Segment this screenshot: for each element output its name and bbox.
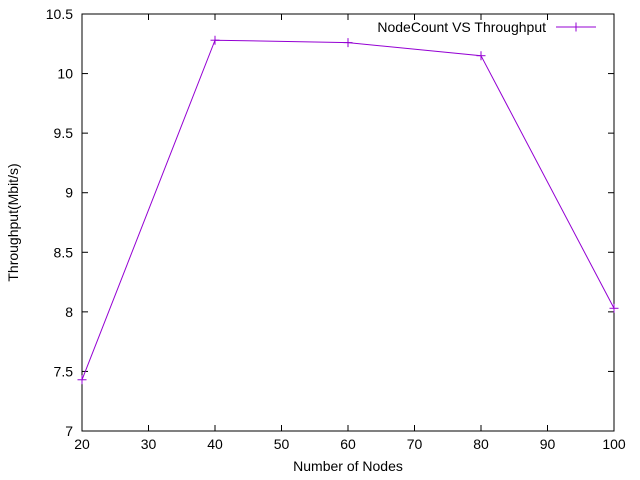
series-line: [81, 39, 615, 380]
x-tick-label: 20: [74, 436, 90, 452]
data-point: [77, 375, 87, 385]
legend-label: NodeCount VS Throughput: [377, 19, 546, 35]
y-tick-label: 9.5: [54, 125, 74, 141]
x-tick-label: 50: [274, 436, 290, 452]
x-axis-title: Number of Nodes: [293, 458, 403, 474]
tick-labels-layer: 20 30 40 50 60 70 80 90 100 7 7.5 8 8.5 9 9.5 10 10.5: [46, 6, 626, 452]
y-tick-label: 8: [65, 304, 73, 320]
x-tick-label: 40: [207, 436, 223, 452]
legend-marker: [571, 22, 581, 32]
x-tick-label: 70: [407, 436, 423, 452]
ticks-layer: [81, 13, 615, 432]
legend: NodeCount VS Throughput: [377, 19, 596, 35]
data-point: [609, 303, 619, 313]
y-tick-label: 9: [65, 185, 73, 201]
y-tick-label: 10.5: [46, 6, 73, 22]
y-tick-label: 8.5: [54, 244, 74, 260]
x-tick-label: 80: [473, 436, 489, 452]
data-point: [210, 35, 220, 45]
x-tick-label: 90: [540, 436, 556, 452]
x-tick-label: 30: [141, 436, 157, 452]
y-tick-label: 10: [57, 66, 73, 82]
data-point: [343, 38, 353, 48]
plot-frame: [81, 13, 615, 432]
y-tick-label: 7.5: [54, 363, 74, 379]
x-tick-label: 100: [602, 436, 626, 452]
data-point: [476, 51, 486, 61]
y-tick-label: 7: [65, 423, 73, 439]
y-axis-title: Throughput(Mbit/s): [5, 163, 21, 281]
series-layer: [77, 35, 619, 385]
x-tick-label: 60: [340, 436, 356, 452]
